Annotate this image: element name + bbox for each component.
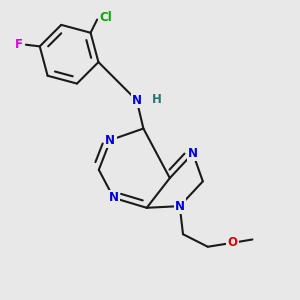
Text: F: F — [15, 38, 23, 51]
Text: N: N — [105, 134, 116, 147]
Text: H: H — [152, 93, 161, 106]
Text: N: N — [188, 147, 198, 160]
Text: N: N — [132, 94, 142, 107]
Text: Cl: Cl — [99, 11, 112, 24]
Text: N: N — [109, 191, 119, 204]
Text: N: N — [175, 200, 185, 213]
Text: O: O — [228, 236, 238, 249]
